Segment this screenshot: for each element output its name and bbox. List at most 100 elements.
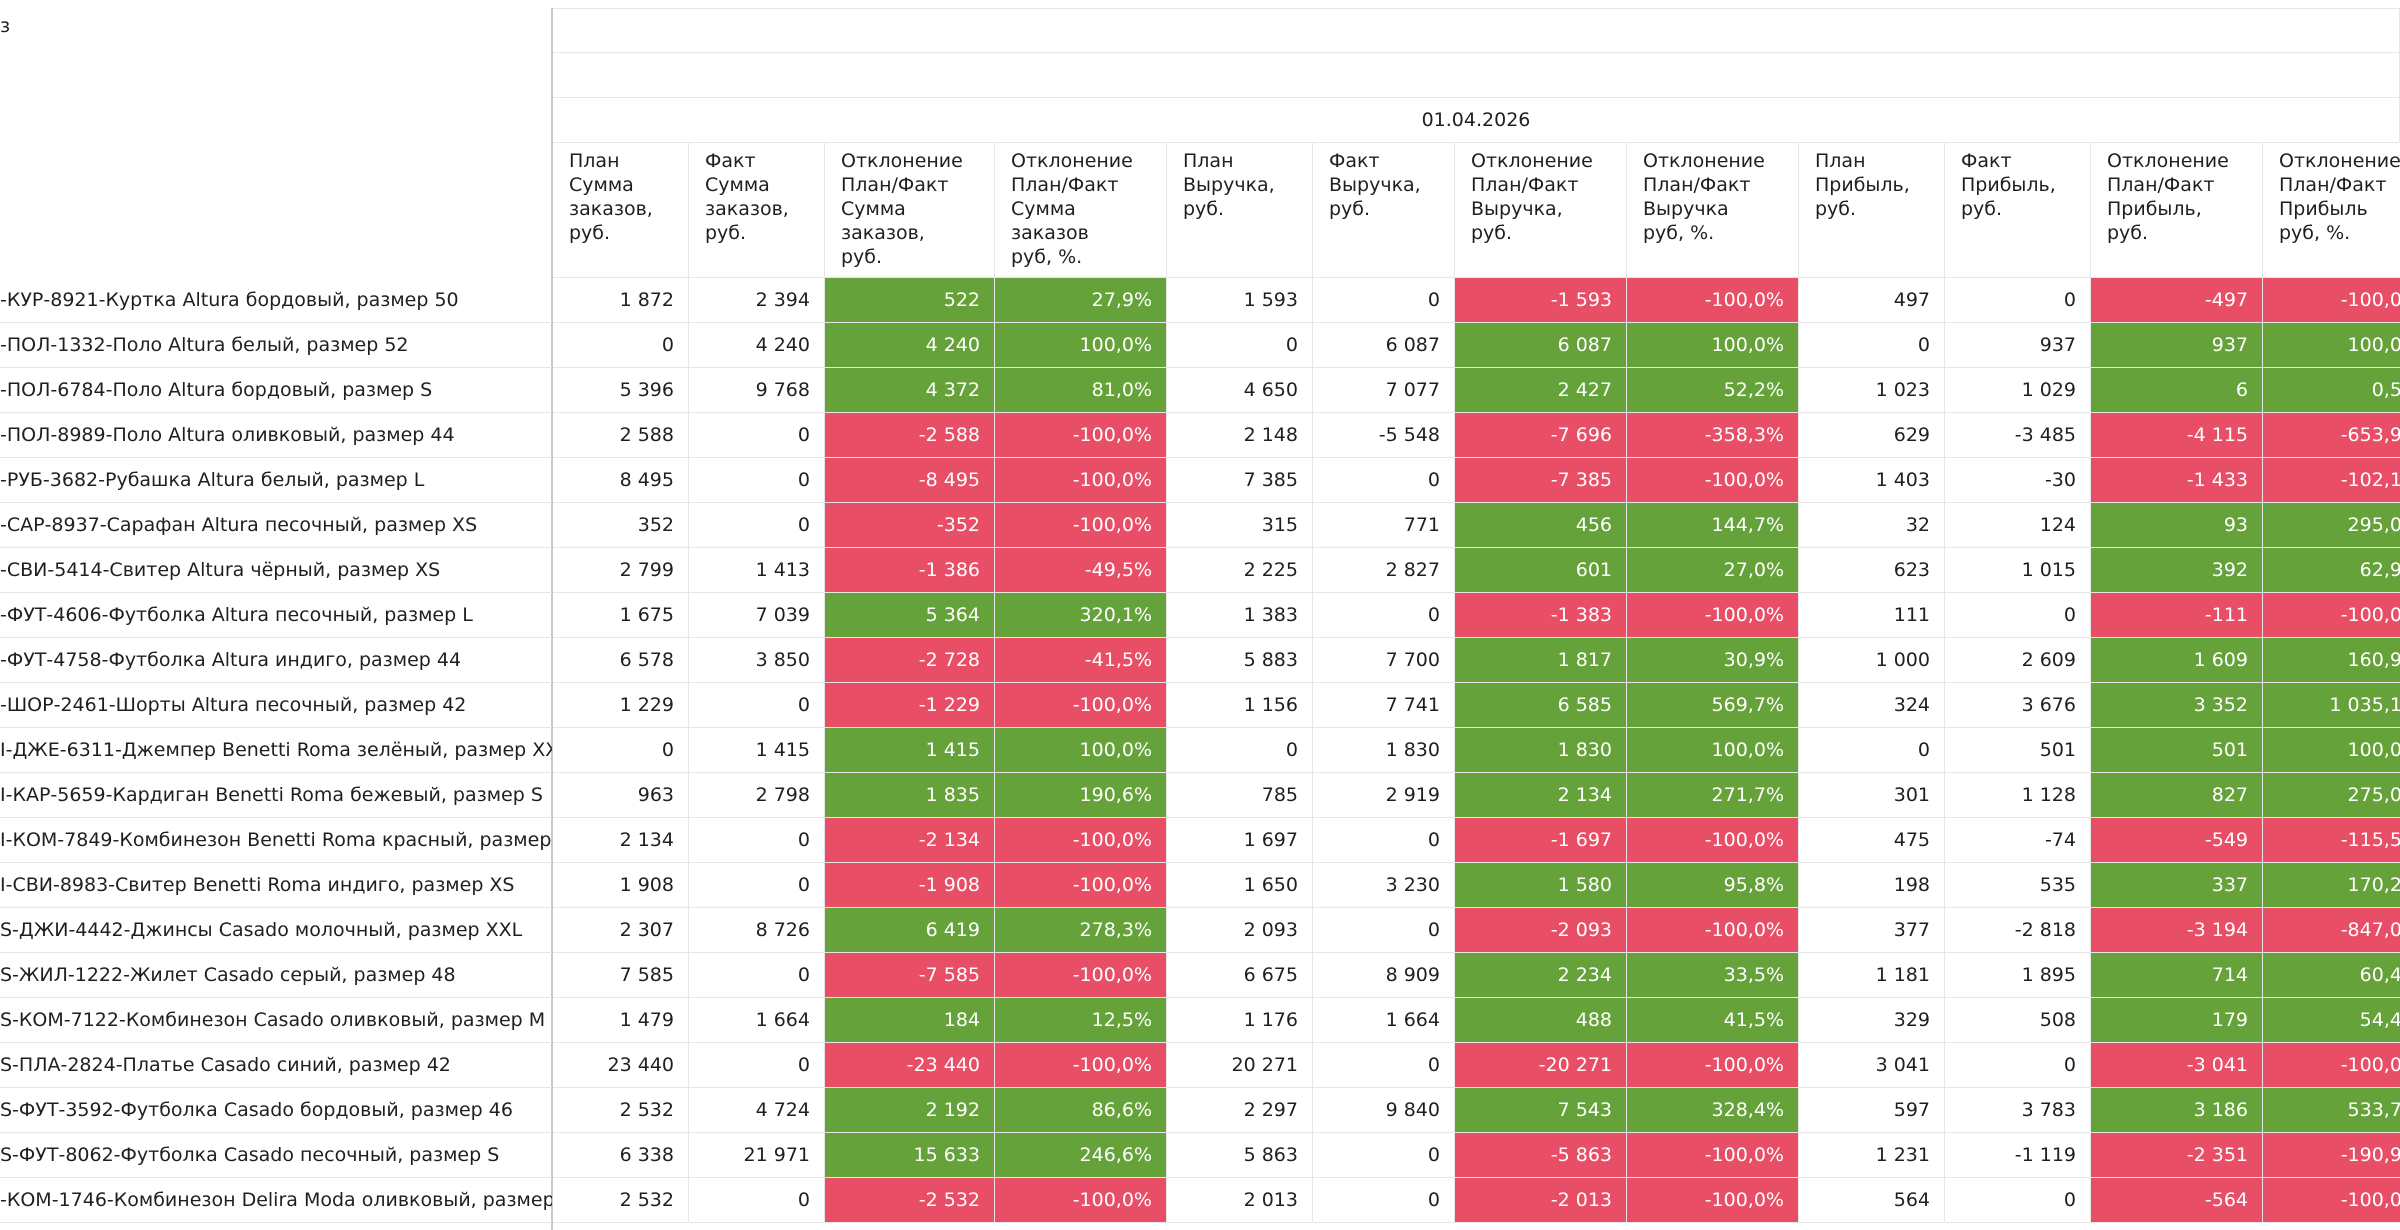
column-header[interactable]: Отклонение План/Факт Выручка руб, %. <box>1627 143 1799 278</box>
row-label: S-ЖИЛ-1222-Жилет Casado серый, размер 48 <box>0 953 552 998</box>
table-cell: 3 850 <box>689 638 825 683</box>
table-cell: -100,0% <box>1627 593 1799 638</box>
table-cell: 3 352 <box>2091 683 2263 728</box>
table-cell: 315 <box>1167 503 1313 548</box>
table-cell: -1 593 <box>1455 278 1627 323</box>
table-cell: 6 087 <box>1313 323 1455 368</box>
table-cell: 533,7% <box>2263 1088 2400 1133</box>
table-cell: 0 <box>1313 1043 1455 1088</box>
table-cell: -7 696 <box>1455 413 1627 458</box>
row-label: -ПОЛ-6784-Поло Altura бордовый, размер S <box>0 368 552 413</box>
table-cell: 5 364 <box>825 593 995 638</box>
table-cell: -100,0% <box>995 1178 1167 1223</box>
table-cell: -20 271 <box>1455 1043 1627 1088</box>
table-cell: 7 077 <box>1313 368 1455 413</box>
column-header[interactable]: План Выручка, руб. <box>1167 143 1313 278</box>
table-cell: 0 <box>689 863 825 908</box>
table-cell: -7 385 <box>1455 458 1627 503</box>
table-cell: -100,0% <box>995 818 1167 863</box>
table-cell: 1 697 <box>1167 818 1313 863</box>
table-cell: 377 <box>1799 908 1945 953</box>
table-cell: 1 664 <box>1313 998 1455 1043</box>
table-cell: 0 <box>1945 1178 2091 1223</box>
table-cell: 0 <box>1799 728 1945 773</box>
table-cell: -2 728 <box>825 638 995 683</box>
table-cell: 488 <box>1455 998 1627 1043</box>
table-cell: 275,0% <box>2263 773 2400 818</box>
table-cell: 1 156 <box>1167 683 1313 728</box>
table-cell: 0 <box>689 818 825 863</box>
column-header[interactable]: Отклонение План/Факт Сумма заказов, руб. <box>825 143 995 278</box>
table-cell: -2 351 <box>2091 1133 2263 1178</box>
table-cell: 0 <box>689 1178 825 1223</box>
table-cell: -100,0% <box>995 413 1167 458</box>
column-header[interactable]: План Сумма заказов, руб. <box>553 143 689 278</box>
column-header[interactable]: Отклонение План/Факт Прибыль руб, %. <box>2263 143 2400 278</box>
table-cell: 564 <box>1799 1178 1945 1223</box>
table-cell: 170,2% <box>2263 863 2400 908</box>
table-cell: -100,0% <box>1627 1178 1799 1223</box>
table-cell: -1 908 <box>825 863 995 908</box>
table-cell: 41,5% <box>1627 998 1799 1043</box>
column-header[interactable]: Отклонение План/Факт Сумма заказов руб, … <box>995 143 1167 278</box>
column-header[interactable]: Факт Сумма заказов, руб. <box>689 143 825 278</box>
table-cell: 714 <box>2091 953 2263 998</box>
table-cell: 27,9% <box>995 278 1167 323</box>
table-cell: 54,4% <box>2263 998 2400 1043</box>
table-cell: 4 240 <box>825 323 995 368</box>
table-cell: -5 548 <box>1313 413 1455 458</box>
table-cell: 0 <box>1313 1178 1455 1223</box>
row-label: -ФУТ-4758-Футболка Altura индиго, размер… <box>0 638 552 683</box>
table-cell: 6 585 <box>1455 683 1627 728</box>
table-cell: 1 580 <box>1455 863 1627 908</box>
row-label: S-ФУТ-3592-Футболка Casado бордовый, раз… <box>0 1088 552 1133</box>
table-cell: 1 479 <box>553 998 689 1043</box>
column-header[interactable]: План Прибыль, руб. <box>1799 143 1945 278</box>
table-cell: -549 <box>2091 818 2263 863</box>
table-cell: 937 <box>2091 323 2263 368</box>
table-cell: -23 440 <box>825 1043 995 1088</box>
column-header[interactable]: Факт Выручка, руб. <box>1313 143 1455 278</box>
column-header[interactable]: Факт Прибыль, руб. <box>1945 143 2091 278</box>
table-cell: 5 863 <box>1167 1133 1313 1178</box>
table-cell: 937 <box>1945 323 2091 368</box>
table-cell: 2 013 <box>1167 1178 1313 1223</box>
table-cell: 20 271 <box>1167 1043 1313 1088</box>
table-cell: 1 817 <box>1455 638 1627 683</box>
table-cell: 0 <box>1945 1043 2091 1088</box>
row-label: S-КОМ-7122-Комбинезон Casado оливковый, … <box>0 998 552 1043</box>
table-cell: 1 593 <box>1167 278 1313 323</box>
table-cell: 33,5% <box>1627 953 1799 998</box>
table-cell: -100,0% <box>995 953 1167 998</box>
table-cell: 1 664 <box>689 998 825 1043</box>
table-cell: 601 <box>1455 548 1627 593</box>
table-cell: 329 <box>1799 998 1945 1043</box>
row-label: -КУР-8921-Куртка Altura бордовый, размер… <box>0 278 552 323</box>
table-cell: 2 148 <box>1167 413 1313 458</box>
column-header[interactable]: Отклонение План/Факт Выручка, руб. <box>1455 143 1627 278</box>
table-cell: -3 194 <box>2091 908 2263 953</box>
table-cell: 8 726 <box>689 908 825 953</box>
row-label: I-КОМ-7849-Комбинезон Benetti Roma красн… <box>0 818 552 863</box>
table-cell: 12,5% <box>995 998 1167 1043</box>
table-cell: 1 023 <box>1799 368 1945 413</box>
row-label: S-ДЖИ-4442-Джинсы Casado молочный, разме… <box>0 908 552 953</box>
table-cell: 1 403 <box>1799 458 1945 503</box>
column-header[interactable]: Отклонение План/Факт Прибыль, руб. <box>2091 143 2263 278</box>
table-cell: 1 176 <box>1167 998 1313 1043</box>
table-cell: 827 <box>2091 773 2263 818</box>
table-cell: -2 588 <box>825 413 995 458</box>
table-cell: 86,6% <box>995 1088 1167 1133</box>
table-cell: 1 231 <box>1799 1133 1945 1178</box>
table-cell: 3 676 <box>1945 683 2091 728</box>
table-cell: 7 039 <box>689 593 825 638</box>
table-cell: 0 <box>1945 278 2091 323</box>
table-cell: 7 741 <box>1313 683 1455 728</box>
table-cell: -2 093 <box>1455 908 1627 953</box>
table-cell: 1 383 <box>1167 593 1313 638</box>
table-cell: -2 013 <box>1455 1178 1627 1223</box>
table-cell: 0 <box>1167 323 1313 368</box>
table-cell: 62,9% <box>2263 548 2400 593</box>
table-cell: 1 413 <box>689 548 825 593</box>
table-cell: -1 119 <box>1945 1133 2091 1178</box>
